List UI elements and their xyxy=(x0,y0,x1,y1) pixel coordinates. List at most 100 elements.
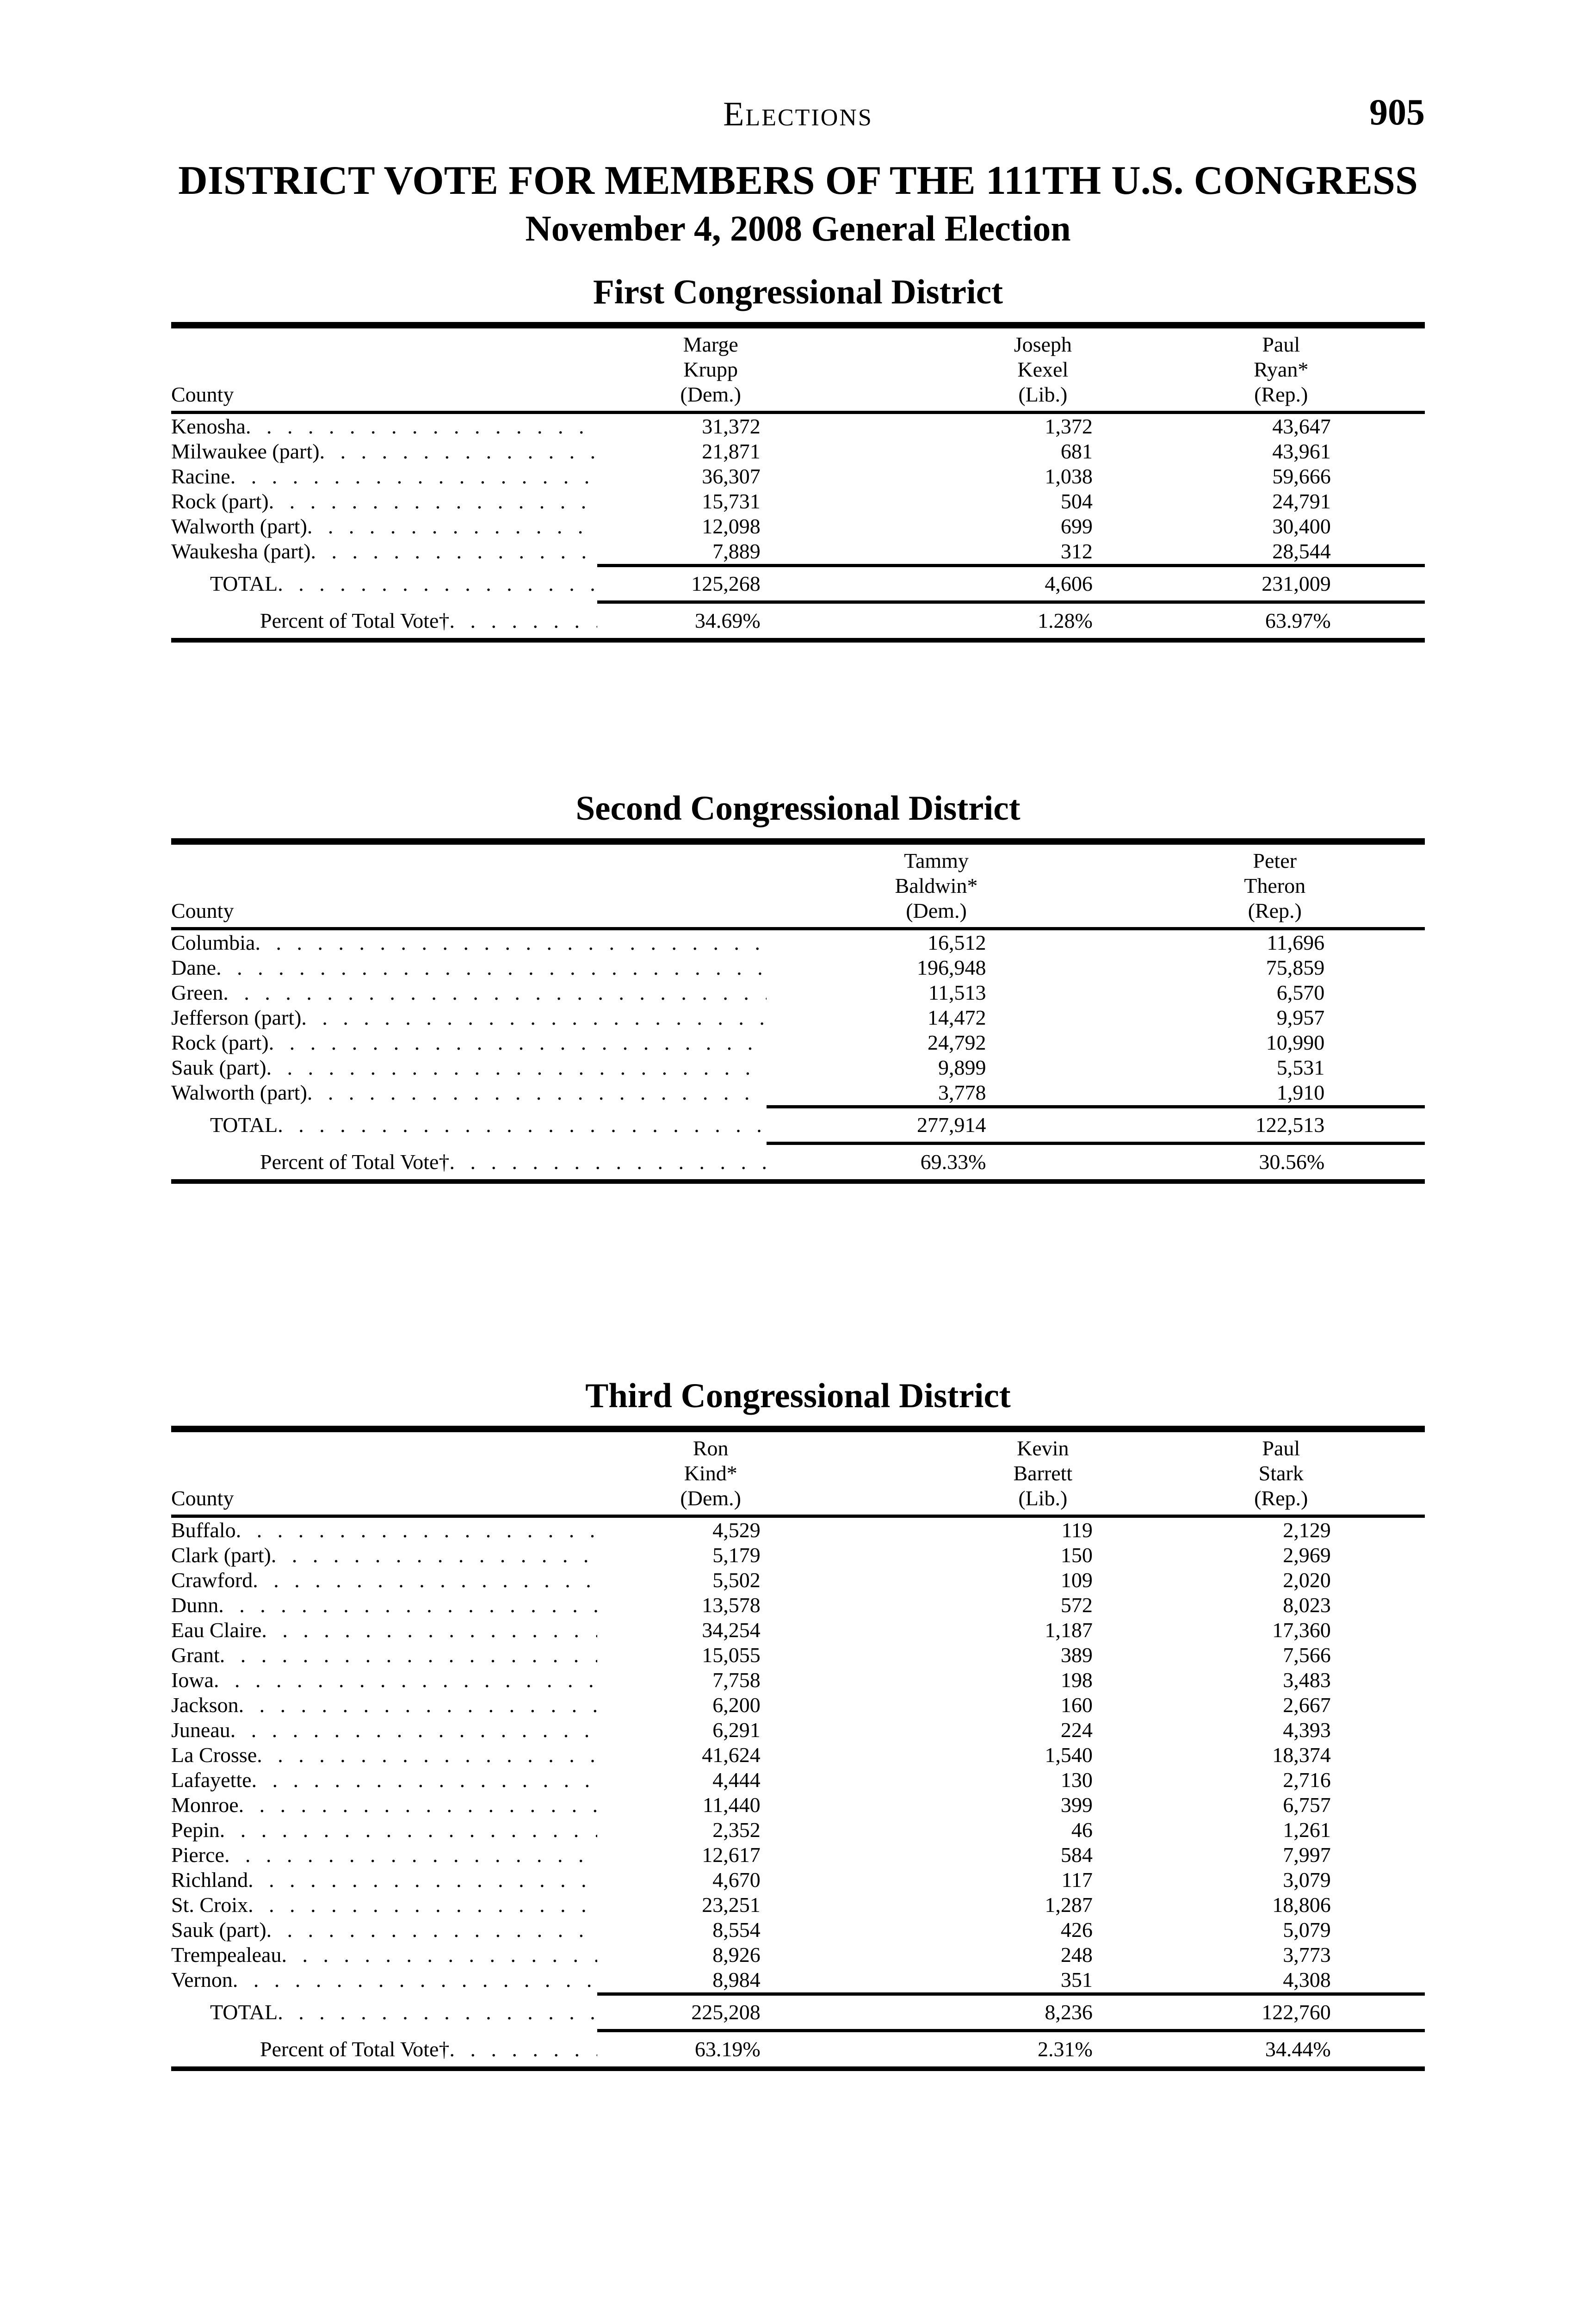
votes-cell: 224 xyxy=(1060,1718,1093,1742)
table-row: Vernon 8,984 351 4,308 xyxy=(171,1967,1425,1994)
votes-cell: 7,566 xyxy=(1283,1643,1331,1667)
dot-leader xyxy=(220,1643,598,1668)
dot-leader xyxy=(233,1967,598,1992)
candidate-party: (Lib.) xyxy=(1018,383,1068,407)
votes-cell: 1,372 xyxy=(1045,414,1093,439)
table-row: Sauk (part) 8,554 426 5,079 xyxy=(171,1917,1425,1942)
percent-cell: 63.97% xyxy=(1092,602,1331,643)
table-row: Jefferson (part) 14,472 9,957 xyxy=(171,1005,1425,1030)
table-row: Iowa 7,758 198 3,483 xyxy=(171,1668,1425,1693)
candidate-header: Tammy Baldwin* (Dem.) xyxy=(887,848,986,923)
county-line: Walworth (part) xyxy=(171,514,597,539)
pad-cell xyxy=(1324,1030,1425,1055)
table-row: Clark (part) 5,179 150 2,969 xyxy=(171,1543,1425,1568)
votes-cell: 160 xyxy=(1060,1693,1093,1717)
county-line: Trempealeau xyxy=(171,1942,597,1967)
county-cell: Sauk (part) xyxy=(171,1055,767,1080)
votes-cell: 43,647 xyxy=(1272,414,1331,439)
votes-cell: 5,531 xyxy=(1276,1055,1325,1079)
county-header-cell: County xyxy=(171,1435,598,1518)
total-votes-cell: 225,208 xyxy=(597,1992,761,2032)
table-row: Rock (part) 15,731 504 24,791 xyxy=(171,489,1425,514)
table-head: County Tammy Baldwin* (Dem.) Peter Theron (Rep… xyxy=(171,848,1425,930)
dot-leader xyxy=(216,955,767,980)
county-cell: Clark (part) xyxy=(171,1543,597,1568)
county-cell: Jefferson (part) xyxy=(171,1005,767,1030)
county-line: Walworth (part) xyxy=(171,1080,767,1105)
table-head: County Marge Krupp (Dem.) Joseph Kexel (Lib.) P… xyxy=(171,332,1425,414)
results-table: County Tammy Baldwin* (Dem.) Peter Theron (Rep… xyxy=(171,848,1425,1184)
dot-leader xyxy=(278,2000,597,2025)
dot-leader xyxy=(239,1793,598,1818)
votes-cell: 1,261 xyxy=(1283,1818,1331,1842)
county-line: Crawford xyxy=(171,1568,597,1593)
candidate-last-name: Kexel xyxy=(1017,358,1069,382)
county-label: TOTAL xyxy=(210,2000,278,2024)
dot-leader xyxy=(223,980,767,1005)
county-line: TOTAL xyxy=(171,571,597,596)
district-section: Third Congressional District County Ron Kin… xyxy=(171,1378,1425,2071)
table-row: Waukesha (part) 7,889 312 28,544 xyxy=(171,539,1425,566)
pad-cell xyxy=(1324,928,1425,955)
votes-cell: 1,910 xyxy=(1276,1080,1325,1104)
table-row: Pepin 2,352 46 1,261 xyxy=(171,1818,1425,1843)
candidate-first-name: Kevin xyxy=(1017,1436,1069,1460)
county-label: Lafayette xyxy=(171,1768,252,1792)
votes-cell: 28,544 xyxy=(1272,539,1331,563)
county-cell: Waukesha (part) xyxy=(171,539,597,566)
votes-cell: 41,624 xyxy=(702,1743,761,1767)
votes-cell: 681 xyxy=(1060,439,1093,464)
votes-cell: 4,529 xyxy=(712,1518,761,1542)
dot-leader xyxy=(278,1113,767,1138)
header-row: County Marge Krupp (Dem.) Joseph Kexel (Lib.) P… xyxy=(171,332,1425,414)
county-header: County xyxy=(171,1486,234,1510)
votes-cell: 8,023 xyxy=(1283,1593,1331,1617)
county-label: Jefferson (part) xyxy=(171,1005,302,1029)
county-cell: Monroe xyxy=(171,1793,597,1818)
candidate-first-name: Peter xyxy=(1253,848,1297,872)
candidate-header: Paul Stark (Rep.) xyxy=(1231,1436,1331,1511)
county-line: Sauk (part) xyxy=(171,1917,597,1942)
dot-leader xyxy=(269,1030,767,1055)
county-cell: Percent of Total Vote† xyxy=(171,1143,767,1184)
votes-cell: 2,020 xyxy=(1283,1568,1331,1592)
county-label: Dunn xyxy=(171,1593,219,1617)
votes-cell: 1,287 xyxy=(1045,1892,1093,1917)
candidate-first-name: Paul xyxy=(1262,333,1300,357)
table-top-rule xyxy=(171,322,1425,329)
table-row: Lafayette 4,444 130 2,716 xyxy=(171,1768,1425,1793)
county-header: County xyxy=(171,383,234,407)
county-label: Percent of Total Vote† xyxy=(260,1150,450,1174)
pad-cell xyxy=(1324,955,1425,980)
pad-cell xyxy=(1331,439,1425,464)
table-row: Trempealeau 8,926 248 3,773 xyxy=(171,1942,1425,1967)
dot-leader xyxy=(253,1568,597,1593)
votes-cell: 6,200 xyxy=(712,1693,761,1717)
votes-cell: 248 xyxy=(1060,1942,1093,1967)
county-line: Rock (part) xyxy=(171,1030,767,1055)
county-line: Waukesha (part) xyxy=(171,539,597,564)
votes-cell: 11,696 xyxy=(1267,930,1325,954)
table-row: Dane 196,948 75,859 xyxy=(171,955,1425,980)
county-label: Racine xyxy=(171,464,230,489)
county-label: TOTAL xyxy=(210,572,278,596)
pad-cell xyxy=(1324,1055,1425,1080)
dot-leader xyxy=(236,1518,598,1543)
votes-cell: 119 xyxy=(1061,1518,1093,1542)
table-row: Rock (part) 24,792 10,990 xyxy=(171,1030,1425,1055)
votes-cell: 3,773 xyxy=(1283,1942,1331,1967)
candidate-header-cell: Paul Ryan* (Rep.) xyxy=(1092,332,1331,414)
pad-cell xyxy=(1324,1080,1425,1107)
district-section: Second Congressional District County Tammy… xyxy=(171,790,1425,1184)
county-cell: Richland xyxy=(171,1868,597,1892)
pad-cell xyxy=(1331,1917,1425,1942)
district-section: First Congressional District County Marge K… xyxy=(171,274,1425,643)
header-row: County Ron Kind* (Dem.) Kevin Barrett (Lib.) Pa… xyxy=(171,1435,1425,1518)
votes-cell: 504 xyxy=(1060,489,1093,513)
county-header: County xyxy=(171,898,234,922)
county-line: La Crosse xyxy=(171,1743,597,1768)
dot-leader xyxy=(311,539,598,564)
county-label: St. Croix xyxy=(171,1892,248,1917)
table-row: Green 11,513 6,570 xyxy=(171,980,1425,1005)
votes-cell: 31,372 xyxy=(702,414,761,439)
